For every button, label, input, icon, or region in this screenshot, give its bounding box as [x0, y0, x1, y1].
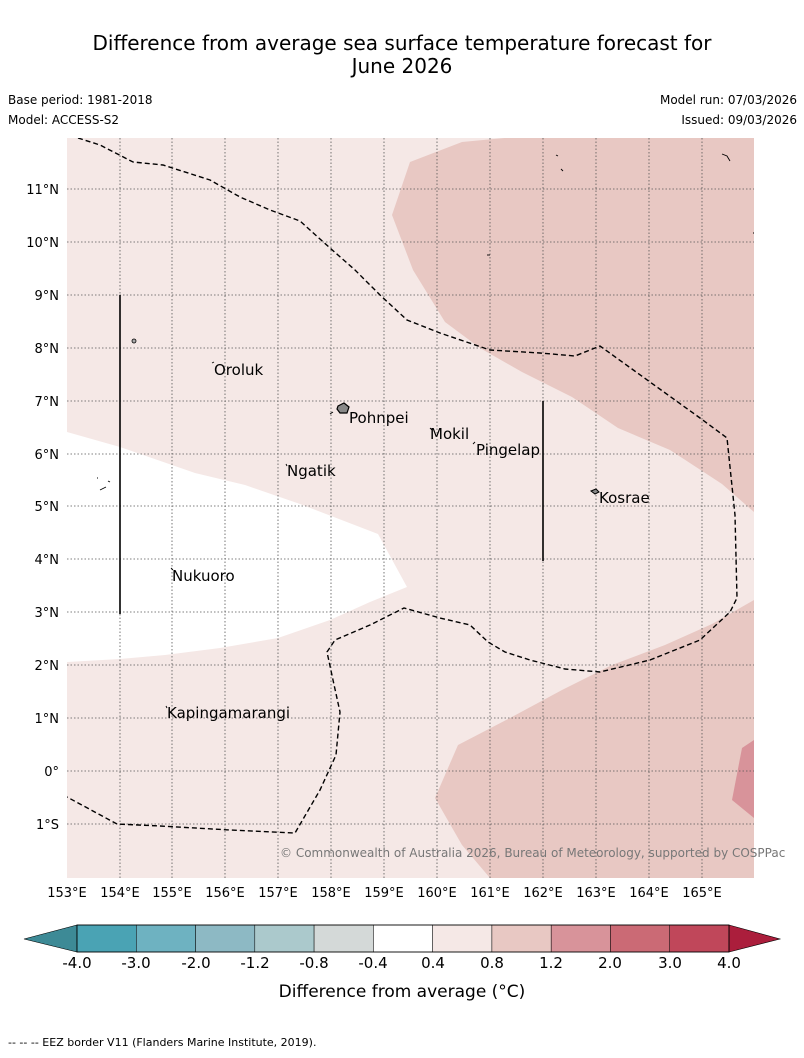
- anomaly-band-1.2-2.0: [732, 740, 754, 818]
- place-label-kapingamarangi: Kapingamarangi: [167, 704, 290, 722]
- lon-label: 165°E: [682, 886, 722, 901]
- anomaly-band-neutral: [67, 432, 407, 662]
- atoll-shape: [131, 338, 137, 344]
- colorbar-segment: [491, 924, 552, 953]
- colorbar-tick: 2.0: [598, 954, 622, 972]
- lon-label: 157°E: [258, 886, 298, 901]
- gridlines: [67, 138, 754, 878]
- lon-label: 164°E: [629, 886, 669, 901]
- colorbar-segment: [669, 924, 730, 953]
- copyright-notice: © Commonwealth of Australia 2026, Bureau…: [280, 846, 785, 860]
- eez-border: [67, 138, 738, 834]
- colorbar-segment: [373, 924, 433, 953]
- colorbar-low-extend: [23, 924, 78, 953]
- eez-footnote: -- -- -- EEZ border V11 (Flanders Marine…: [8, 1036, 317, 1049]
- colorbar-tick: 4.0: [717, 954, 741, 972]
- lat-label: 3°N: [35, 606, 60, 621]
- lat-label: 7°N: [35, 395, 60, 410]
- lat-label: 11°N: [26, 183, 59, 198]
- lon-label: 160°E: [417, 886, 457, 901]
- lat-label: 2°N: [35, 659, 60, 674]
- place-label-oroluk: Oroluk: [214, 361, 263, 379]
- colorbar-segment: [254, 924, 315, 953]
- lon-label: 155°E: [152, 886, 192, 901]
- colorbar-segment: [136, 924, 196, 953]
- lon-label: 162°E: [523, 886, 563, 901]
- colorbar-segment: [195, 924, 256, 953]
- colorbar-segment: [610, 924, 670, 953]
- lon-label: 158°E: [311, 886, 351, 901]
- model-run: Model run: 07/03/2026: [659, 93, 797, 107]
- place-label-nukuoro: Nukuoro: [172, 567, 235, 585]
- place-label-pingelap: Pingelap: [476, 441, 540, 459]
- base-period: Base period: 1981-2018: [8, 93, 153, 107]
- chart-title: Difference from average sea surface temp…: [0, 32, 804, 78]
- place-label-mokil: Mokil: [430, 425, 469, 443]
- lat-label: 0°: [44, 765, 59, 780]
- small-atolls: [97, 153, 754, 709]
- colorbar: -4.0 -3.0 -2.0 -1.2 -0.8 -0.4 0.4 0.8 1.…: [23, 924, 782, 1002]
- model-name: Model: ACCESS-S2: [8, 113, 120, 127]
- lon-label: 153°E: [47, 886, 87, 901]
- lat-label: 4°N: [35, 553, 60, 568]
- lat-label: 10°N: [26, 236, 59, 251]
- lat-label: 8°N: [35, 342, 60, 357]
- sst-anomaly-map: Oroluk Pohnpei Mokil Pingelap Ngatik Kos…: [23, 138, 785, 1002]
- lon-label: 161°E: [470, 886, 510, 901]
- place-label-pohnpei: Pohnpei: [349, 409, 409, 427]
- place-label-ngatik: Ngatik: [287, 462, 336, 480]
- colorbar-tick: -4.0: [62, 954, 91, 972]
- lon-label: 159°E: [364, 886, 404, 901]
- lon-label: 156°E: [205, 886, 245, 901]
- pohnpei-island-shape: [336, 402, 350, 414]
- colorbar-segment: [550, 924, 611, 953]
- colorbar-tick: -0.8: [299, 954, 328, 972]
- title-line-2: June 2026: [351, 54, 453, 78]
- colorbar-tick: 0.4: [421, 954, 445, 972]
- colorbar-segments: [76, 924, 730, 953]
- lat-label: 5°N: [35, 500, 60, 515]
- kosrae-island-shape: [589, 488, 600, 495]
- colorbar-high-extend: [728, 924, 782, 953]
- lat-label: 9°N: [35, 289, 60, 304]
- anomaly-band-0.8-1.2-south: [435, 600, 754, 878]
- colorbar-tick: 0.8: [480, 954, 504, 972]
- colorbar-tick: 3.0: [658, 954, 682, 972]
- colorbar-tick: -2.0: [181, 954, 210, 972]
- colorbar-segment: [432, 924, 493, 953]
- colorbar-tick: 1.2: [539, 954, 563, 972]
- lon-label: 154°E: [100, 886, 140, 901]
- lat-label: 1°N: [35, 712, 60, 727]
- lat-label: 6°N: [35, 448, 60, 463]
- lat-label: 1°S: [36, 818, 59, 833]
- issued-date: Issued: 09/03/2026: [681, 113, 797, 127]
- colorbar-tick: -1.2: [240, 954, 269, 972]
- colorbar-label: Difference from average (°C): [279, 982, 526, 1002]
- colorbar-tick: -3.0: [121, 954, 150, 972]
- colorbar-segment: [313, 924, 374, 953]
- place-label-kosrae: Kosrae: [599, 489, 650, 507]
- colorbar-tick: -0.4: [358, 954, 387, 972]
- colorbar-segment: [76, 924, 137, 953]
- anomaly-band-0.8-1.2-north: [392, 138, 754, 512]
- lon-label: 163°E: [576, 886, 616, 901]
- title-line-1: Difference from average sea surface temp…: [92, 31, 712, 55]
